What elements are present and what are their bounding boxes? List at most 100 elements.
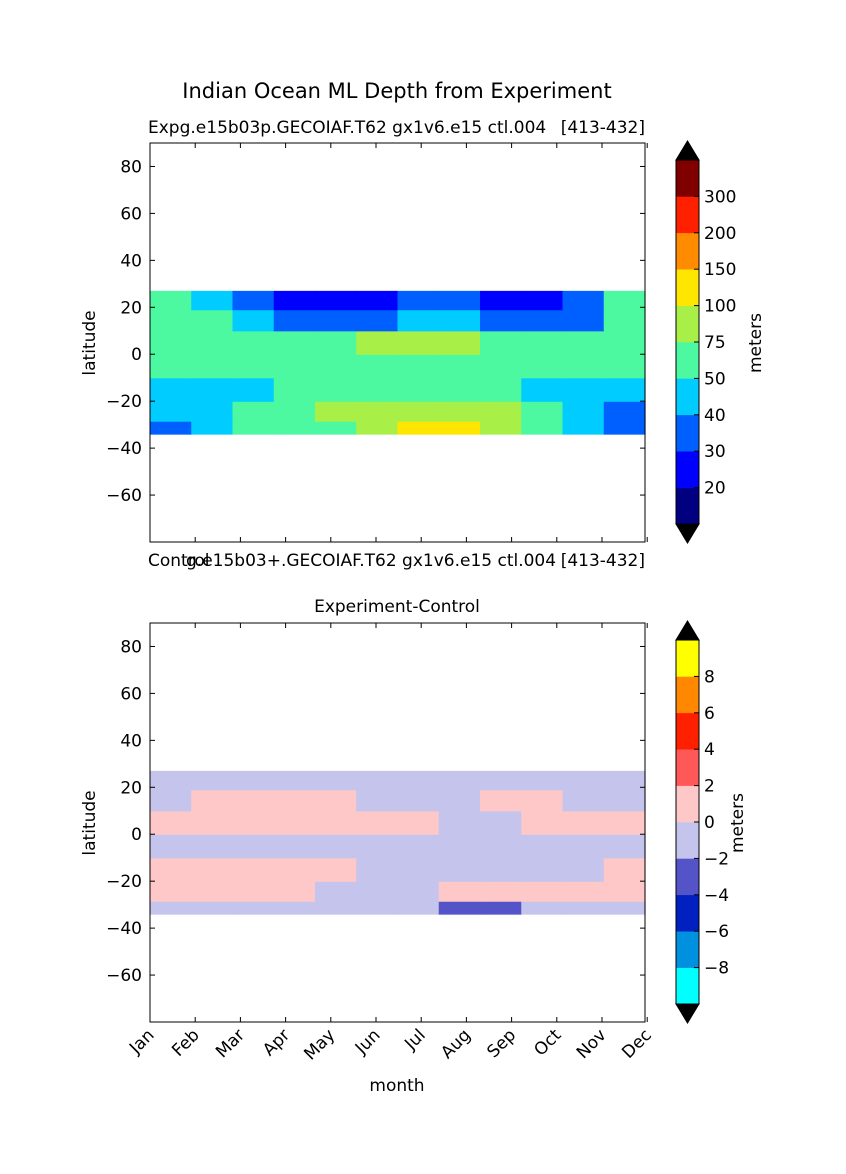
contour-cell	[603, 377, 646, 402]
x-tick-label: May	[300, 1025, 339, 1064]
contour-cell	[150, 770, 192, 791]
contour-cell	[273, 330, 316, 355]
contour-cell	[438, 770, 481, 791]
contour-cell	[232, 354, 275, 379]
contour-cell	[191, 421, 234, 435]
contour-cell	[480, 290, 522, 311]
contour-cell	[356, 857, 399, 882]
contour-cell	[562, 810, 605, 835]
contour-cell	[562, 377, 605, 402]
contour-cell	[356, 401, 399, 422]
contour-cell	[480, 834, 522, 859]
x-tick-label: Sep	[483, 1025, 520, 1062]
contour-cell	[232, 834, 275, 859]
contour-cell	[562, 421, 605, 435]
top-x-axis-ticks	[149, 143, 648, 542]
colorbar-segment	[676, 160, 699, 197]
contour-cell	[521, 290, 564, 311]
contour-cell	[232, 857, 275, 882]
contour-cell	[232, 789, 275, 812]
top-colorbar: 20 30 40 50 75 100 150 200 300	[675, 140, 736, 544]
contour-cell	[150, 901, 192, 915]
contour-cell	[273, 401, 316, 422]
contour-cell	[232, 881, 275, 902]
contour-cell	[562, 789, 605, 812]
contour-cell	[603, 421, 646, 435]
contour-cell	[315, 857, 357, 882]
contour-cell	[315, 770, 357, 791]
colorbar-segment	[676, 342, 699, 379]
contour-cell	[191, 290, 234, 311]
y-tick-label: 60	[120, 204, 142, 224]
colorbar-tick-label: −8	[704, 959, 729, 979]
colorbar-segment	[676, 749, 699, 786]
contour-cell	[315, 290, 357, 311]
contour-cell	[191, 354, 234, 379]
contour-cell	[480, 857, 522, 882]
y-tick-label: −20	[106, 392, 142, 412]
contour-cell	[480, 401, 522, 422]
colorbar-tick-label: 20	[704, 479, 726, 499]
contour-cell	[356, 377, 399, 402]
colorbar-segment	[676, 931, 699, 968]
contour-cell	[273, 789, 316, 812]
contour-cell	[397, 401, 440, 422]
control-label-title: g.e15b03+.GECOIAF.T62 gx1v6.e15 ctl.004	[186, 551, 556, 571]
x-tick-label: Nov	[573, 1025, 611, 1063]
y-tick-label: 20	[120, 298, 142, 318]
contour-cell	[191, 857, 234, 882]
contour-cell	[521, 881, 564, 902]
contour-cell	[603, 770, 646, 791]
contour-cell	[438, 354, 481, 379]
colorbar-tick-label: 200	[704, 224, 736, 244]
colorbar-tick-label: 40	[704, 406, 726, 426]
colorbar-extend-min-outline	[675, 1003, 700, 1024]
contour-cell	[315, 377, 357, 402]
contour-cell	[191, 810, 234, 835]
bottom-x-axis-label: month	[369, 1076, 424, 1096]
contour-cell	[438, 401, 481, 422]
contour-cell	[562, 330, 605, 355]
y-tick-label: −40	[106, 919, 142, 939]
contour-cell	[603, 810, 646, 835]
contour-cell	[397, 290, 440, 311]
colorbar-tick-label: −2	[704, 849, 729, 869]
contour-cell	[232, 901, 275, 915]
colorbar-extend-max	[676, 141, 699, 160]
contour-cell	[315, 354, 357, 379]
colorbar-segment	[676, 196, 699, 234]
contour-cell	[150, 330, 192, 355]
contour-cell	[273, 901, 316, 915]
y-tick-label: −60	[106, 486, 142, 506]
contour-cell	[150, 834, 192, 859]
x-tick-label: Jun	[351, 1025, 385, 1059]
contour-cell	[315, 421, 357, 435]
contour-cell	[438, 789, 481, 812]
contour-cell	[150, 857, 192, 882]
colorbar-tick-label: 300	[704, 187, 736, 207]
contour-cell	[438, 834, 481, 859]
top-contour-fill	[150, 290, 646, 435]
top-panel-title-right: [413-432]	[561, 118, 645, 138]
colorbar-segment	[676, 858, 699, 896]
x-tick-label: Dec	[618, 1025, 655, 1062]
contour-cell	[521, 901, 564, 915]
contour-cell	[480, 330, 522, 355]
colorbar-segment	[676, 640, 699, 677]
contour-cell	[603, 789, 646, 812]
contour-cell	[521, 810, 564, 835]
colorbar-segment	[676, 967, 699, 1005]
contour-cell	[397, 810, 440, 835]
colorbar-extend-max-outline	[675, 140, 700, 161]
contour-cell	[562, 401, 605, 422]
contour-cell	[191, 309, 234, 332]
contour-cell	[150, 421, 192, 435]
contour-cell	[356, 330, 399, 355]
y-tick-label: 80	[120, 157, 142, 177]
contour-cell	[603, 834, 646, 859]
contour-cell	[273, 770, 316, 791]
colorbar-extend-max	[676, 621, 699, 640]
contour-cell	[562, 770, 605, 791]
contour-cell	[438, 810, 481, 835]
